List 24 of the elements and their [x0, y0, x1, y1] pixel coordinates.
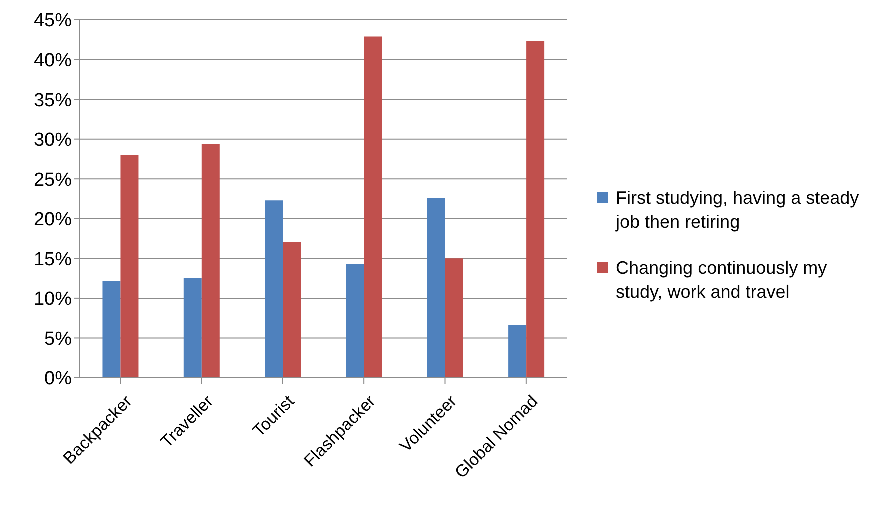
- bar: [526, 41, 545, 378]
- y-tick-label: 5%: [44, 328, 72, 350]
- y-tick-label: 40%: [34, 50, 72, 72]
- y-tick-label: 20%: [34, 210, 72, 231]
- bar: [202, 144, 220, 378]
- y-tick-label: 45%: [34, 10, 72, 32]
- bar: [184, 278, 202, 378]
- bar: [265, 200, 284, 378]
- y-tick-label: 15%: [34, 249, 72, 270]
- y-tick-label: 0%: [44, 368, 72, 390]
- legend-label: Changing continuously my study, work and travel: [616, 256, 828, 304]
- bar: [364, 36, 382, 378]
- bar: [445, 258, 464, 378]
- bar: [346, 264, 364, 378]
- bar: [102, 280, 121, 378]
- bar: [508, 325, 527, 378]
- bar: [120, 155, 139, 378]
- bar: [283, 242, 302, 378]
- y-tick-label: 35%: [34, 90, 72, 112]
- bar: [427, 198, 446, 378]
- y-tick-label: 10%: [34, 289, 72, 310]
- legend-label: First studying, having a steady job then retiring: [616, 186, 860, 234]
- y-tick-label: 25%: [34, 170, 72, 191]
- y-tick-label: 30%: [34, 130, 72, 152]
